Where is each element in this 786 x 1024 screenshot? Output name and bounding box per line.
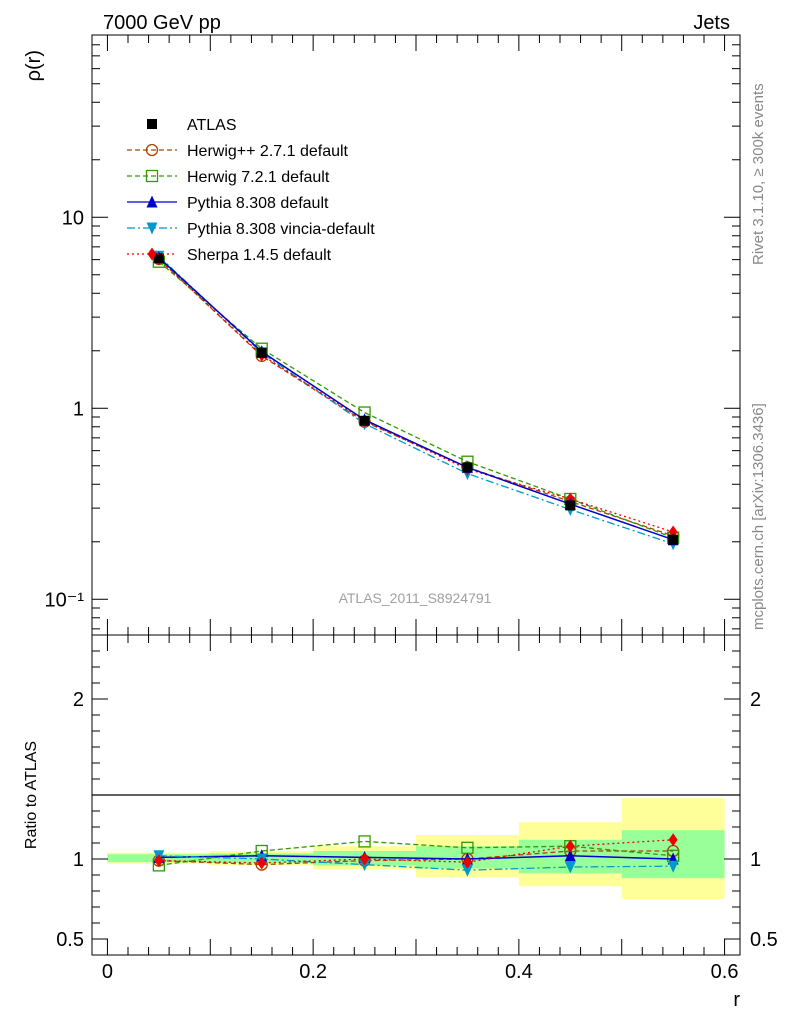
main-y-tick-label: 1: [73, 398, 84, 420]
ratio-uncertainty-bands: [107, 798, 725, 899]
x-tick-label: 0.6: [711, 961, 739, 983]
ratio-y-tick-label-right: 0.5: [750, 929, 778, 951]
x-tick-label: 0.4: [505, 961, 533, 983]
ratio-y-tick-label-left: 0.5: [56, 929, 84, 951]
x-tick-label: 0: [102, 961, 113, 983]
ratio-series-line: [158, 855, 674, 871]
ratio-data-point: [154, 854, 164, 868]
analysis-watermark: ATLAS_2011_S8924791: [339, 590, 492, 606]
legend-marker: [145, 143, 159, 157]
series-herwig-7-2-1-default: [152, 255, 680, 544]
legend-label: Herwig++ 2.7.1 default: [187, 143, 349, 160]
main-y-axis-label: ρ(r): [23, 50, 45, 81]
analysis-category-label: Jets: [693, 12, 730, 34]
ratio-data-point: [565, 839, 575, 853]
legend-marker: [147, 247, 157, 261]
series-atlas: [153, 253, 679, 545]
legend-entry-herwig-7-2-1-default: Herwig 7.2.1 default: [127, 169, 330, 186]
ratio-y-tick-label-right: 2: [750, 689, 761, 711]
ratio-data-point: [461, 864, 473, 877]
ratio-y-axis-label: Ratio to ATLAS: [23, 741, 40, 849]
legend-entry-sherpa-1-4-5-default: Sherpa 1.4.5 default: [127, 247, 332, 264]
ratio-y-tick-label-left: 1: [73, 849, 84, 871]
legend-entry-pythia-8-308-default: Pythia 8.308 default: [127, 195, 329, 212]
series-line: [158, 258, 674, 537]
ratio-data-point: [462, 855, 472, 869]
legend-label: Sherpa 1.4.5 default: [187, 247, 332, 264]
data-point: [153, 253, 164, 264]
mcplots-reference-label: mcplots.cern.ch [arXiv:1306.3436]: [750, 403, 767, 630]
legend-label: ATLAS: [187, 117, 237, 134]
main-axis-ticks: [92, 34, 740, 635]
ratio-data-point: [358, 835, 371, 848]
legend-entry-pythia-8-308-vincia-default: Pythia 8.308 vincia-default: [127, 221, 375, 238]
ratio-data-point: [257, 856, 267, 870]
legend-marker: [145, 169, 159, 183]
series-line: [158, 257, 674, 541]
series-line: [158, 258, 674, 533]
legend-marker: [147, 119, 157, 129]
legend-marker: [146, 222, 158, 235]
ratio-series-line: [158, 839, 674, 864]
ratio-series-group: [152, 833, 680, 877]
ratio-series-line: [158, 855, 674, 860]
legend-label: Pythia 8.308 default: [187, 195, 329, 212]
main-y-tick-labels: 10 1 10⁻¹: [45, 207, 85, 611]
x-tick-labels: 0 0.2 0.4 0.6: [102, 961, 739, 983]
ratio-data-point: [564, 861, 576, 874]
ratio-data-point: [668, 833, 678, 847]
legend: ATLAS Herwig++ 2.7.1 default Herwig 7.2.1 …: [127, 117, 375, 264]
ratio-series-line: [158, 840, 674, 867]
main-y-tick-label: 10⁻¹: [45, 589, 85, 611]
legend-entry-herwig-2-7-1-default: Herwig++ 2.7.1 default: [127, 143, 349, 160]
ratio-y-tick-label-right: 1: [750, 849, 761, 871]
series-line: [158, 261, 674, 539]
ratio-data-point: [360, 852, 370, 866]
data-point: [565, 500, 576, 511]
ratio-data-point: [564, 849, 576, 862]
ratio-y-tick-labels: 0.5 0.5 1 1 2 2: [56, 689, 778, 951]
data-point: [462, 462, 473, 473]
ratio-plot-frame: [91, 634, 741, 956]
legend-marker: [146, 195, 158, 208]
process-label: 7000 GeV pp: [103, 12, 221, 34]
ratio-plot-panel: Ratio to ATLAS 0.5 0.5 1 1 2 2 0 0.2 0.4 0.6 r: [23, 634, 778, 1011]
data-point: [359, 415, 370, 426]
ratio-data-point: [667, 860, 679, 873]
main-series-group: [152, 250, 680, 551]
legend-label: Herwig 7.2.1 default: [187, 169, 330, 186]
series-sherpa-1-4-5-default: [154, 252, 678, 539]
main-plot-panel: ATLAS_2011_S8924791 ρ(r) 10 1 10⁻¹ ATLAS He…: [23, 34, 741, 636]
rivet-version-label: Rivet 3.1.10, ≥ 300k events: [750, 83, 767, 265]
x-tick-label: 0.2: [299, 961, 327, 983]
series-pythia-8-308-default: [153, 251, 679, 546]
series-line: [158, 255, 674, 545]
ratio-series-sherpa-1-4-5-default: [154, 833, 678, 870]
main-y-tick-label: 10: [62, 207, 84, 229]
ratio-series-line: [158, 850, 674, 866]
legend-label: Pythia 8.308 vincia-default: [187, 221, 375, 238]
series-pythia-8-308-vincia-default: [153, 250, 679, 551]
data-point: [668, 534, 679, 545]
x-axis-label: r: [733, 989, 740, 1011]
legend-entry-atlas: ATLAS: [147, 117, 237, 134]
ratio-y-tick-label-left: 2: [73, 689, 84, 711]
series-herwig-2-7-1-default: [152, 252, 680, 542]
data-point: [256, 347, 267, 358]
